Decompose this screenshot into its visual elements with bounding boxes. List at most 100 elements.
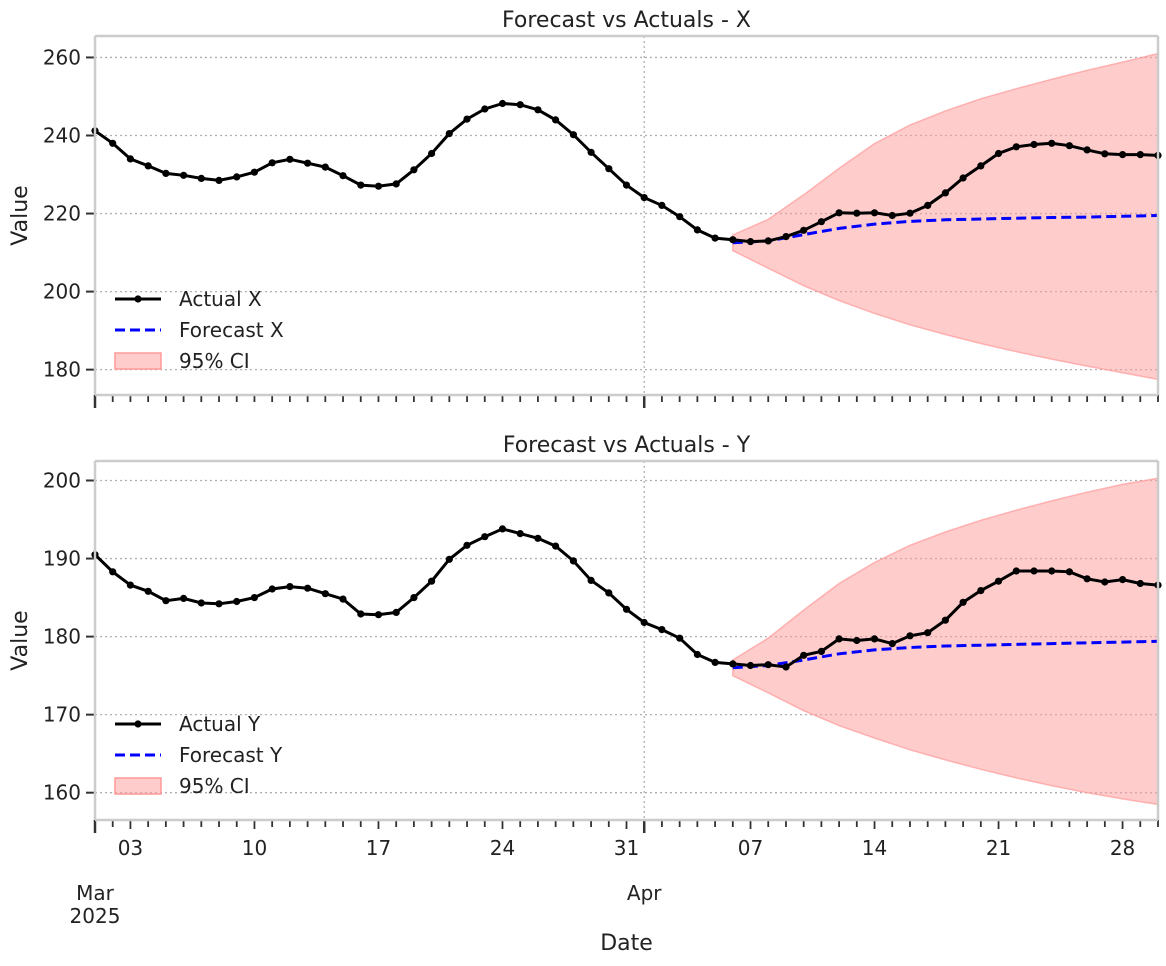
x-tick-label: 28	[1110, 836, 1135, 860]
actual-point	[1136, 579, 1144, 588]
actual-point	[250, 168, 258, 176]
actual-point	[410, 594, 418, 602]
actual-point	[339, 172, 347, 180]
actual-point	[622, 181, 631, 189]
actual-point	[888, 640, 896, 648]
legend-label-ci: 95% CI	[179, 774, 250, 798]
actual-point	[445, 130, 453, 138]
actual-point	[109, 139, 117, 147]
actual-point	[534, 106, 542, 114]
actual-point	[587, 148, 595, 156]
forecast-line	[732, 639, 1159, 670]
x-major-tick-sublabel: 2025	[70, 904, 121, 928]
actual-point	[1030, 140, 1038, 149]
actual-point	[800, 651, 808, 659]
y-tick-label: 180	[43, 358, 81, 382]
actual-point	[233, 597, 241, 606]
actual-point	[1101, 578, 1109, 586]
x-tick-label: 07	[738, 836, 763, 860]
x-tick-label: 21	[986, 836, 1011, 860]
legend-label-ci: 95% CI	[179, 349, 250, 373]
y-tick-label: 190	[43, 547, 81, 571]
actual-point	[250, 594, 258, 602]
actual-point	[994, 149, 1003, 158]
actual-point	[569, 131, 578, 139]
actual-point	[374, 611, 383, 619]
actual-point	[463, 541, 471, 549]
subplot-1: Forecast vs Actuals - X 180 200 220 240 260 Va…	[8, 8, 1162, 408]
actual-point	[339, 595, 347, 603]
actual-point	[144, 162, 152, 170]
actual-point	[817, 647, 826, 656]
actual-point	[711, 658, 719, 667]
actual-point	[445, 555, 453, 563]
legend-swatch-ci	[114, 777, 162, 795]
legend: Actual Y Forecast Y 95% CI	[114, 712, 283, 798]
y-axis-label: Value	[8, 610, 33, 670]
actual-point	[658, 201, 666, 209]
actual-point	[126, 581, 134, 589]
chart-title: Forecast vs Actuals - X	[502, 8, 751, 33]
actual-point	[676, 213, 684, 221]
actual-point	[552, 116, 560, 124]
actual-point	[1136, 151, 1144, 159]
actual-point	[622, 605, 631, 613]
actual-point	[817, 218, 826, 226]
x-tick-label: 14	[862, 836, 887, 860]
actual-point	[1012, 567, 1020, 575]
actual-point	[977, 587, 985, 595]
actual-point	[1030, 567, 1038, 575]
actual-point	[162, 597, 170, 605]
actual-point	[800, 226, 808, 234]
actual-point	[197, 599, 205, 607]
actual-point	[1083, 575, 1091, 583]
actual-point	[374, 182, 383, 190]
actual-point	[357, 181, 365, 189]
actual-point	[640, 194, 648, 202]
legend-marker-actual	[134, 720, 142, 728]
legend-marker-actual	[134, 295, 142, 303]
actual-point	[746, 661, 755, 670]
actual-point	[835, 209, 843, 217]
actual-point	[498, 525, 507, 533]
actual-point	[1065, 568, 1073, 576]
legend-swatch-ci	[114, 352, 162, 370]
legend-label-actual: Actual X	[179, 287, 262, 311]
actual-point	[1101, 150, 1109, 158]
actual-point	[746, 238, 755, 246]
actual-point	[853, 636, 861, 645]
actual-point	[109, 568, 117, 576]
actual-point	[658, 626, 666, 634]
actual-point	[994, 577, 1003, 585]
actual-point	[941, 189, 950, 197]
actual-point	[729, 236, 737, 244]
legend-label-forecast: Forecast Y	[179, 743, 283, 767]
actual-point	[233, 173, 241, 181]
forecast-line	[732, 214, 1159, 245]
actual-point	[693, 226, 702, 234]
legend-label-forecast: Forecast X	[179, 318, 284, 342]
actual-point	[392, 608, 400, 617]
y-tick-label: 200	[43, 280, 81, 304]
actual-point	[552, 542, 560, 550]
actual-point	[516, 101, 524, 109]
actual-point	[605, 165, 613, 173]
x-tick-label: 24	[490, 836, 515, 860]
actual-point	[197, 174, 205, 182]
y-axis-label: Value	[8, 185, 33, 245]
actual-point	[782, 233, 790, 241]
actual-point	[853, 209, 861, 217]
y-tick-label: 200	[43, 469, 81, 493]
y-tick-label: 240	[43, 124, 81, 148]
actual-point	[569, 557, 578, 565]
x-tick-label: 03	[118, 836, 143, 860]
actual-point	[693, 650, 702, 659]
actual-point	[268, 159, 276, 167]
actual-point	[676, 634, 684, 642]
actual-point	[870, 635, 879, 643]
actual-point	[144, 587, 152, 595]
actual-point	[534, 534, 542, 542]
actual-point	[215, 600, 223, 608]
x-major-tick-label: Mar	[76, 881, 115, 905]
